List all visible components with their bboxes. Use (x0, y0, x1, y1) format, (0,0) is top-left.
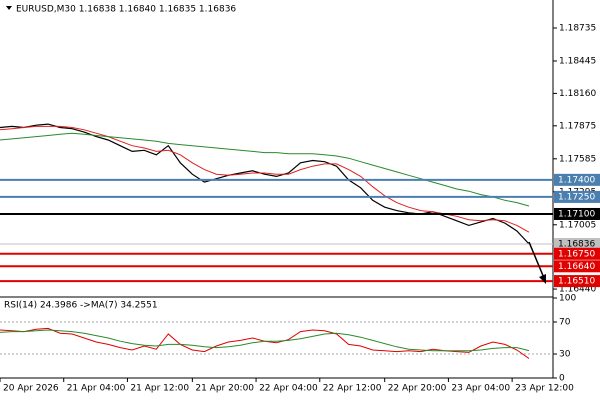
price-label: 1.16640 (558, 262, 595, 272)
x-tick-label: 22 Apr 12:00 (323, 384, 382, 394)
chart-title: EURUSD,M30 1.16838 1.16840 1.16835 1.168… (16, 5, 236, 15)
price-label-box (554, 260, 600, 273)
y-tick-label: 1.16440 (559, 285, 596, 295)
rsi-title: RSI(14) 24.3986 ->MA(7) 34.2551 (4, 301, 158, 311)
price-label-box (554, 207, 600, 220)
price-label-box (554, 247, 600, 260)
series-line (0, 329, 530, 352)
x-tick-label: 21 Apr 20:00 (195, 384, 254, 394)
x-tick-label: 22 Apr 20:00 (388, 384, 447, 394)
x-tick-label: 21 Apr 12:00 (130, 384, 189, 394)
price-label-box (554, 238, 600, 251)
y-tick-label: 1.18735 (559, 23, 596, 33)
x-tick-label: 21 Apr 04:00 (67, 384, 126, 394)
y-tick-label: 1.18445 (559, 56, 596, 66)
price-label-box (554, 190, 600, 203)
arrow (528, 241, 546, 284)
menu-triangle (6, 6, 12, 10)
y-tick-label: 1.17005 (559, 220, 596, 230)
y-tick-label: 30 (559, 350, 571, 360)
price-label: 1.17250 (558, 192, 595, 202)
price-label: 1.17400 (558, 175, 595, 185)
x-tick-label: 23 Apr 12:00 (515, 384, 574, 394)
price-label: 1.16510 (558, 277, 595, 287)
price-label: 1.16750 (558, 249, 595, 259)
y-tick-label: 0 (559, 374, 565, 384)
series-line (0, 132, 530, 207)
price-label: 1.16836 (558, 240, 595, 250)
price-label-box (554, 275, 600, 288)
y-tick-label: 1.17875 (559, 121, 596, 131)
y-tick-label: 100 (559, 294, 576, 304)
x-tick-label: 23 Apr 04:00 (451, 384, 510, 394)
price-label-box (554, 173, 600, 186)
arrow-line (528, 241, 545, 279)
x-tick-label: 20 Apr 2026 (3, 384, 59, 394)
arrow-head (539, 274, 546, 284)
y-tick-label: 1.17585 (559, 154, 596, 164)
y-tick-label: 1.18160 (559, 89, 596, 99)
x-tick-label: 22 Apr 04:00 (259, 384, 318, 394)
y-tick-label: 70 (559, 318, 571, 328)
price-label: 1.17100 (558, 209, 595, 219)
